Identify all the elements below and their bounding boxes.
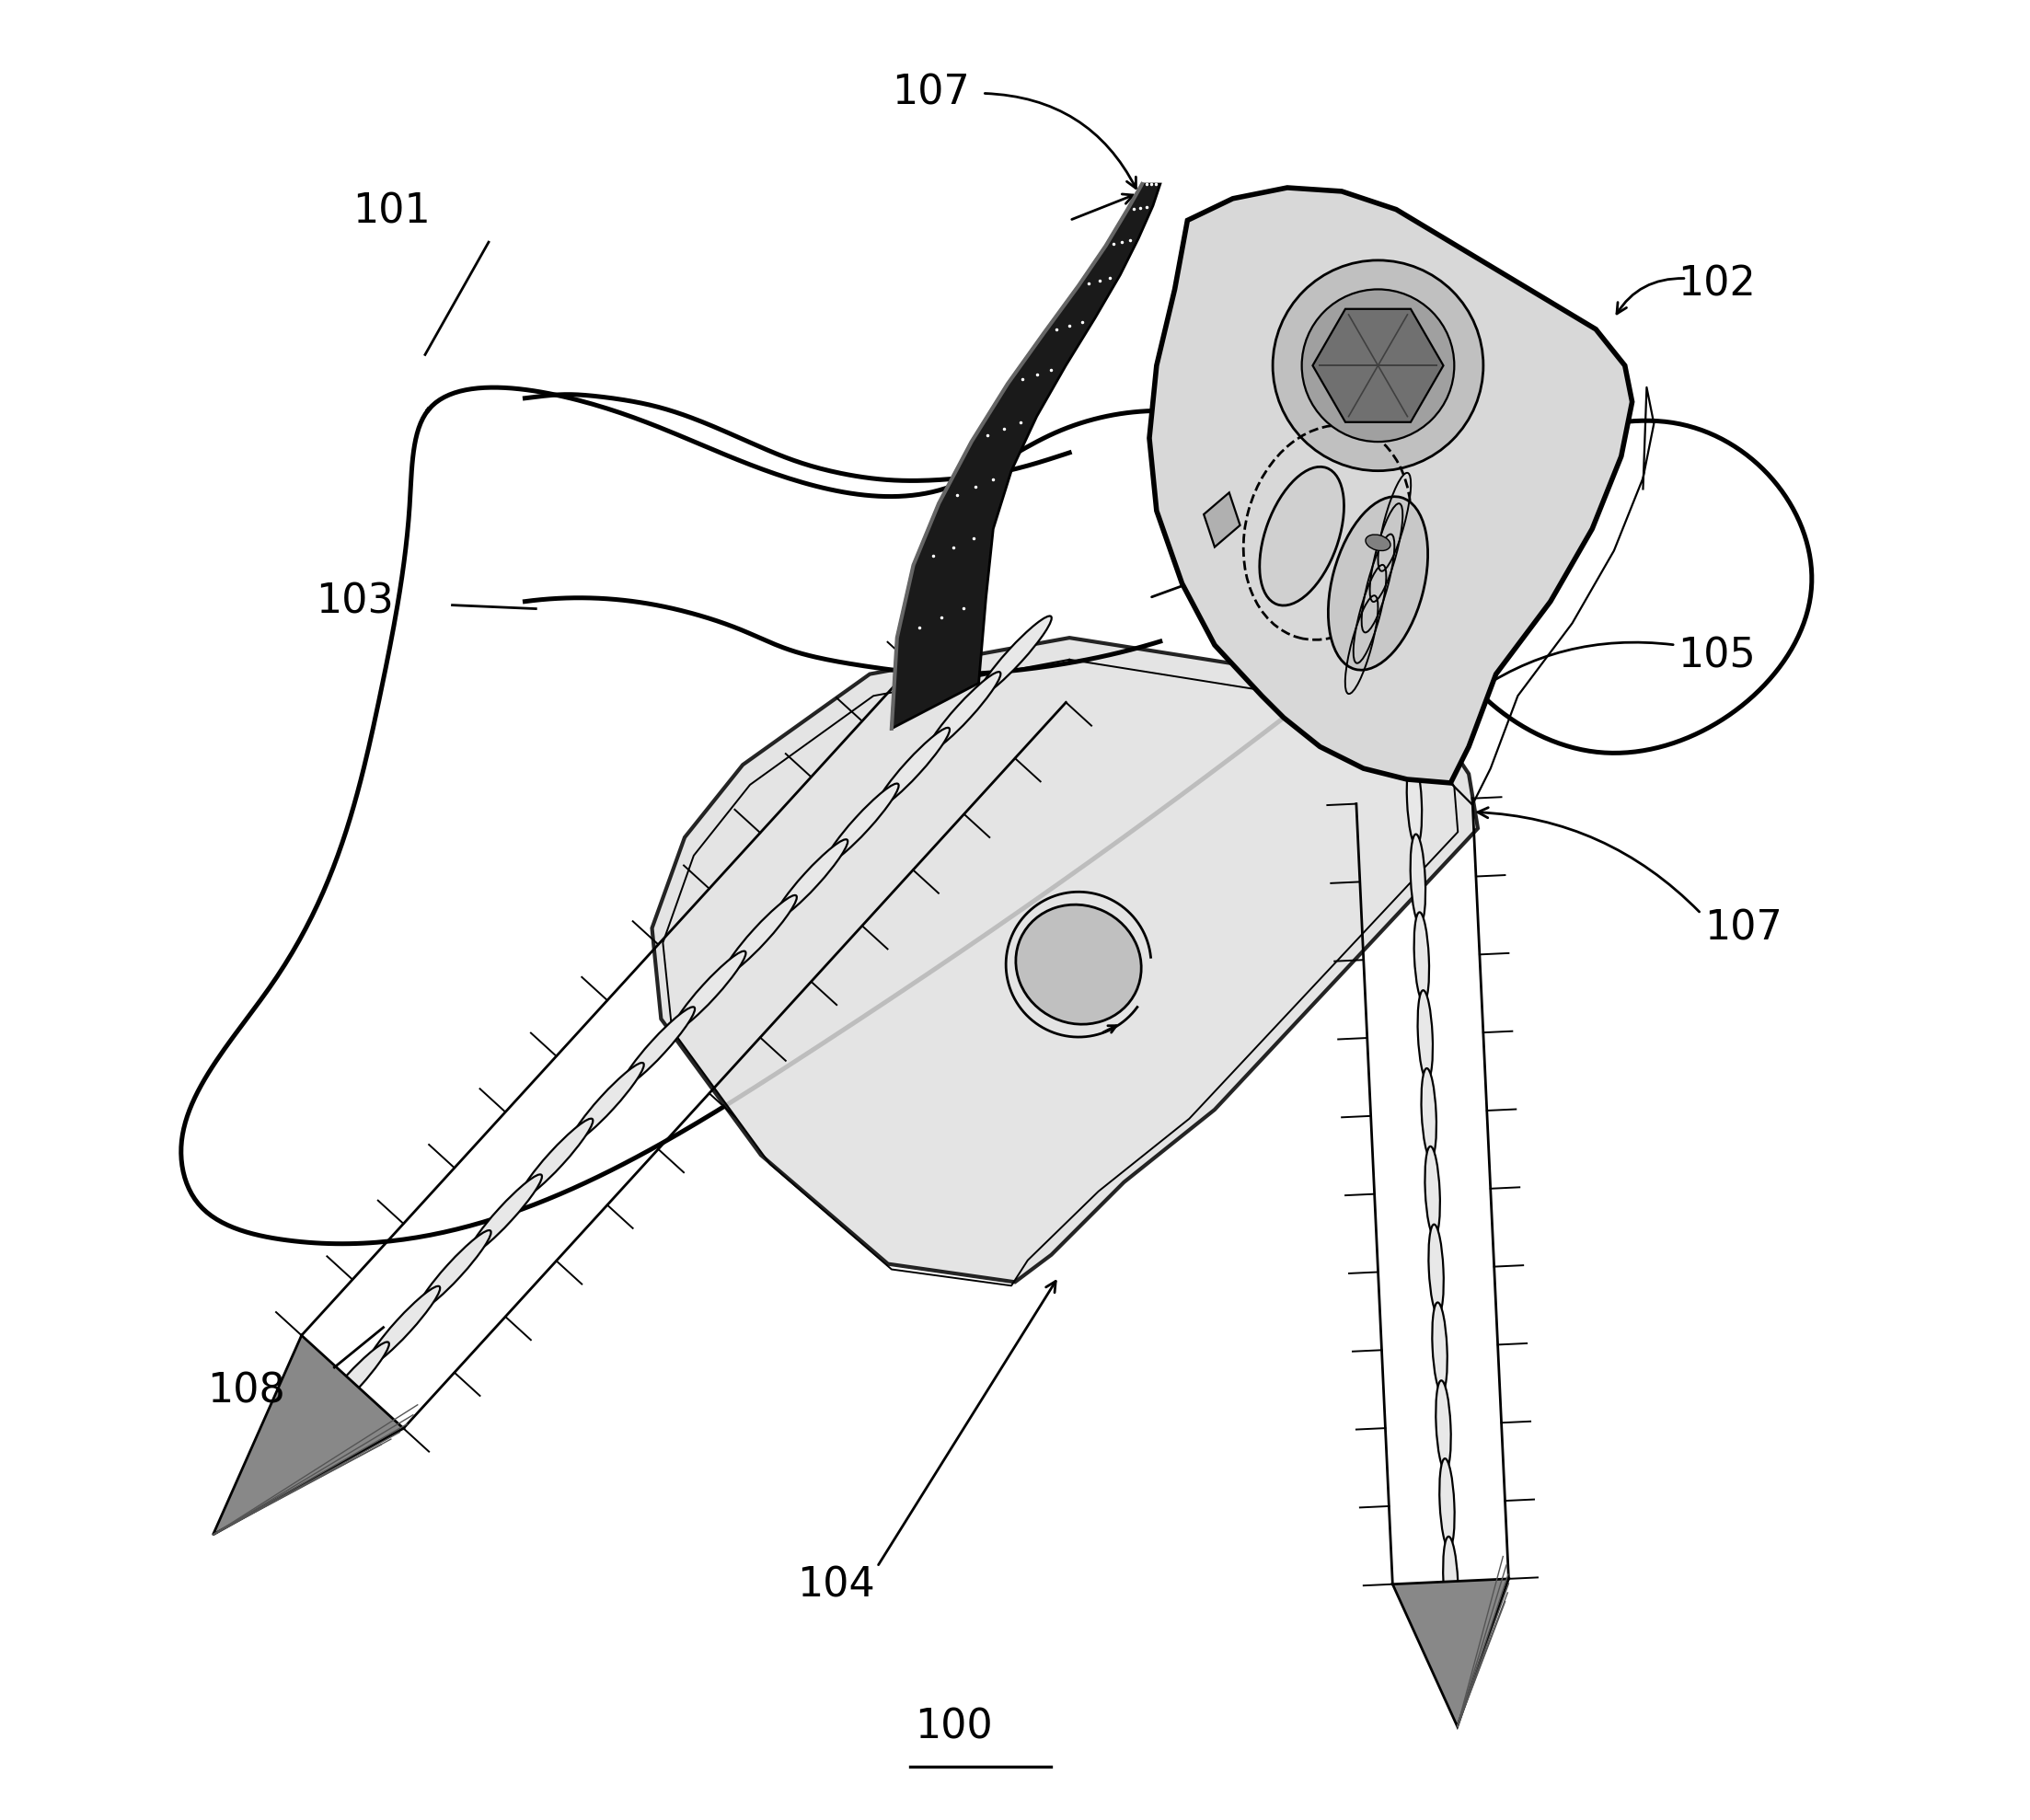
Ellipse shape: [418, 1230, 491, 1310]
Ellipse shape: [672, 952, 745, 1030]
Ellipse shape: [1328, 497, 1427, 670]
Circle shape: [1301, 289, 1453, 442]
Text: 107: 107: [891, 73, 970, 113]
Ellipse shape: [1407, 755, 1421, 846]
Ellipse shape: [1443, 1536, 1458, 1627]
Circle shape: [1273, 260, 1484, 471]
Polygon shape: [652, 637, 1478, 1281]
Ellipse shape: [1439, 1458, 1456, 1549]
Ellipse shape: [723, 895, 798, 976]
Ellipse shape: [928, 672, 1001, 752]
Ellipse shape: [1417, 990, 1433, 1081]
Polygon shape: [1149, 187, 1632, 783]
Text: 105: 105: [1677, 637, 1756, 675]
Ellipse shape: [570, 1063, 644, 1143]
Ellipse shape: [621, 1006, 694, 1087]
Ellipse shape: [1366, 535, 1391, 551]
Ellipse shape: [877, 728, 950, 808]
Polygon shape: [1204, 493, 1240, 548]
Ellipse shape: [826, 784, 899, 863]
Ellipse shape: [1015, 905, 1141, 1025]
Ellipse shape: [775, 839, 849, 919]
Ellipse shape: [469, 1174, 542, 1254]
Ellipse shape: [1259, 466, 1344, 606]
Ellipse shape: [1425, 1147, 1439, 1236]
Ellipse shape: [317, 1341, 390, 1421]
Polygon shape: [213, 1336, 404, 1534]
Text: 108: 108: [207, 1370, 286, 1410]
Ellipse shape: [1429, 1225, 1443, 1314]
Polygon shape: [891, 184, 1161, 728]
Text: 107: 107: [1705, 908, 1782, 948]
Ellipse shape: [1435, 1380, 1451, 1471]
Text: 100: 100: [916, 1707, 993, 1747]
Ellipse shape: [367, 1287, 441, 1367]
Text: 103: 103: [317, 582, 394, 621]
Ellipse shape: [1415, 912, 1429, 1003]
Polygon shape: [1393, 1578, 1508, 1727]
Ellipse shape: [978, 615, 1052, 695]
Polygon shape: [1313, 309, 1443, 422]
Ellipse shape: [520, 1119, 593, 1198]
Ellipse shape: [1421, 1068, 1437, 1158]
Text: 104: 104: [798, 1565, 875, 1605]
Text: 101: 101: [353, 191, 430, 231]
Ellipse shape: [1433, 1303, 1447, 1392]
Ellipse shape: [1411, 834, 1425, 925]
Text: 102: 102: [1677, 264, 1756, 304]
